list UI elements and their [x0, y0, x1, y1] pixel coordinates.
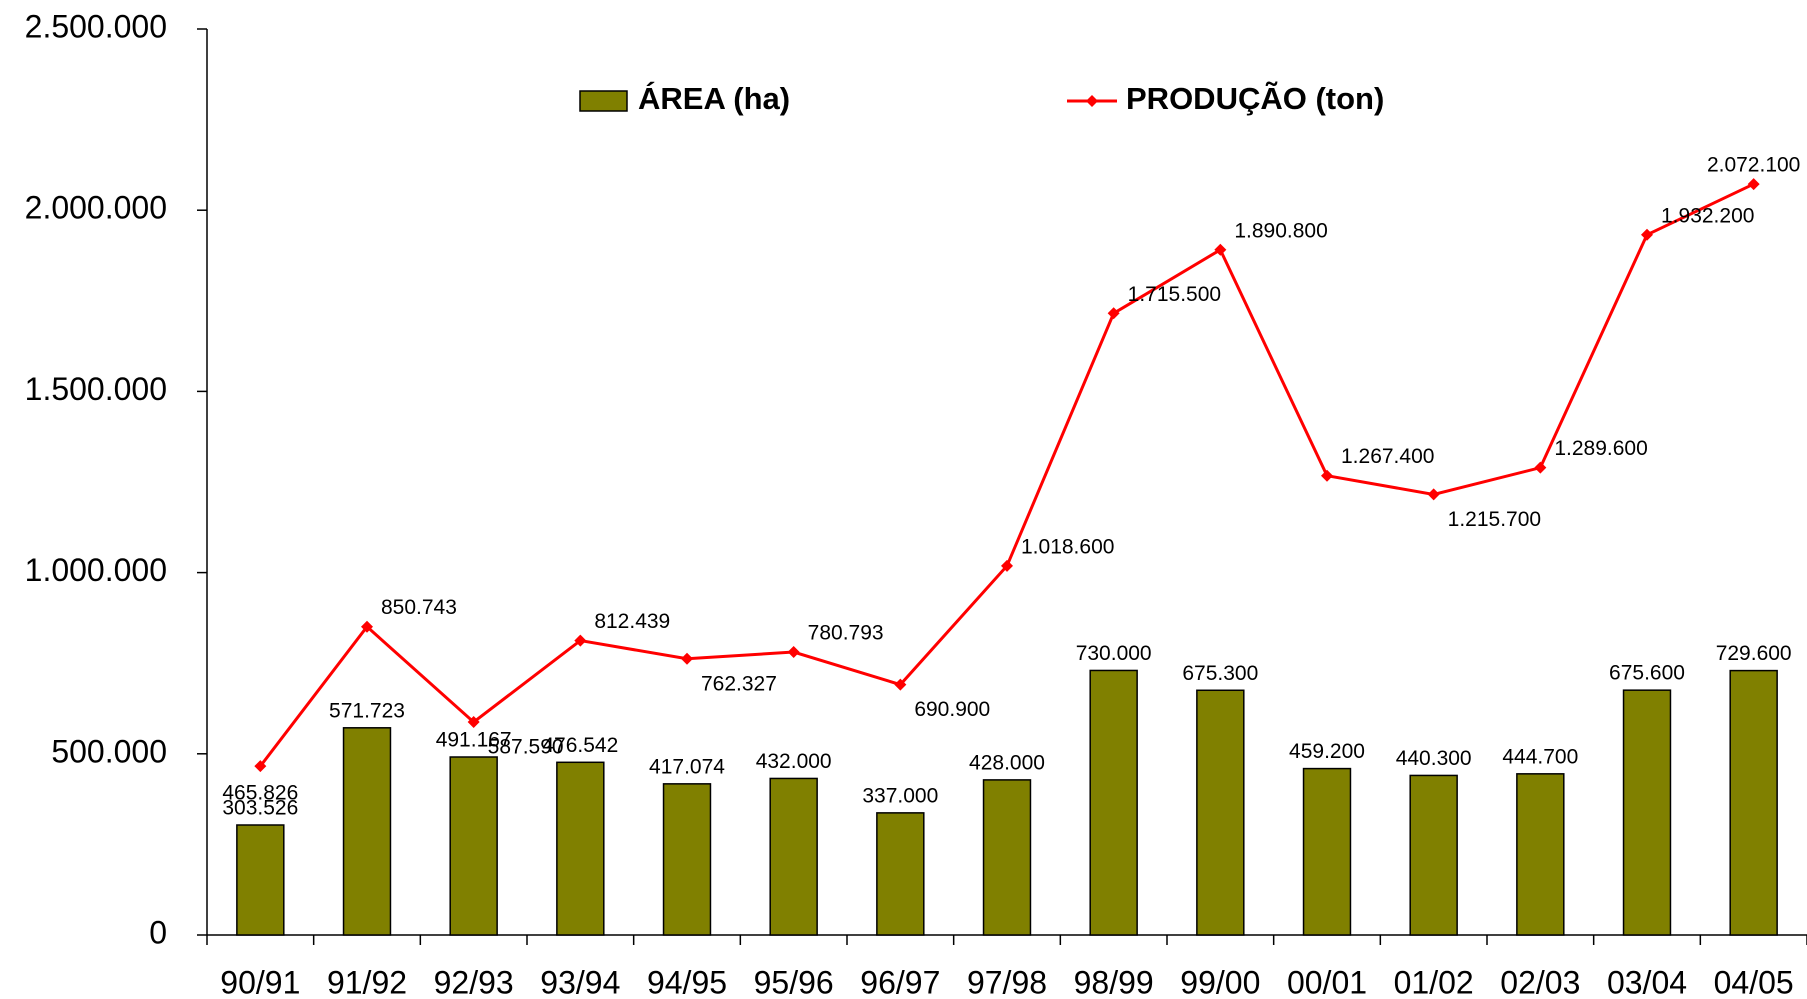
- marker: [894, 678, 907, 691]
- bar: [1516, 773, 1565, 936]
- y-tick-label: 0: [149, 914, 167, 950]
- marker: [361, 620, 373, 633]
- bar-value-label: 432.000: [756, 750, 832, 773]
- bar: [556, 761, 605, 936]
- bar-value-label: 491.167: [436, 729, 512, 752]
- x-tick-label: 96/97: [860, 964, 940, 999]
- bar-value-label: 417.074: [649, 755, 725, 778]
- line-value-label: 2.072.100: [1707, 154, 1800, 177]
- line-value-label: 1.018.600: [1021, 535, 1114, 558]
- bar: [1622, 689, 1672, 936]
- marker: [787, 646, 800, 659]
- marker: [681, 652, 693, 665]
- x-tick-label: 99/00: [1180, 964, 1260, 999]
- legend-label: PRODUÇÃO (ton): [1126, 81, 1384, 116]
- x-tick-label: 92/93: [434, 964, 514, 999]
- marker: [1001, 559, 1013, 572]
- x-tick-label: 98/99: [1074, 964, 1154, 999]
- y-tick-label: 2.500.000: [25, 8, 167, 44]
- line-value-label: 812.439: [594, 610, 670, 633]
- marker: [1321, 469, 1333, 482]
- marker: [574, 634, 587, 647]
- bar: [662, 783, 712, 936]
- legend-label: ÁREA (ha): [638, 81, 790, 116]
- y-tick-label: 500.000: [51, 733, 167, 769]
- bar-value-label: 571.723: [329, 699, 405, 722]
- marker: [1214, 243, 1227, 256]
- bar: [982, 779, 1032, 936]
- x-tick-label: 95/96: [754, 964, 834, 999]
- bar: [342, 727, 392, 936]
- bar: [236, 824, 285, 936]
- bar: [449, 756, 498, 936]
- y-tick-label: 1.000.000: [25, 552, 167, 588]
- legend-marker: [1086, 95, 1098, 107]
- line-value-label: 780.793: [808, 622, 884, 645]
- line-value-label: 762.327: [701, 672, 777, 695]
- bar: [769, 777, 818, 936]
- bar-value-label: 675.600: [1609, 662, 1685, 685]
- line-value-label: 465.826: [222, 782, 298, 805]
- line-value-label: 850.743: [381, 596, 457, 619]
- line-value-label: 1.267.400: [1341, 445, 1434, 468]
- bar-value-label: 729.600: [1716, 642, 1792, 665]
- x-tick-label: 03/04: [1607, 964, 1687, 999]
- x-tick-label: 90/91: [220, 964, 300, 999]
- line-value-label: 1.890.800: [1234, 219, 1327, 242]
- bar: [1196, 689, 1245, 936]
- bar-value-label: 730.000: [1076, 642, 1152, 665]
- line-value-label: 690.900: [914, 698, 990, 721]
- marker: [254, 760, 267, 773]
- bar: [876, 812, 925, 936]
- bar-value-label: 337.000: [862, 784, 938, 807]
- bar-value-label: 675.300: [1182, 662, 1258, 685]
- line-value-label: 1.289.600: [1554, 437, 1647, 460]
- bar: [1409, 774, 1458, 936]
- bar-value-label: 440.300: [1396, 747, 1472, 770]
- x-tick-label: 01/02: [1394, 964, 1474, 999]
- bar-value-label: 428.000: [969, 751, 1045, 774]
- bar-value-label: 444.700: [1502, 745, 1578, 768]
- line-value-label: 587.590: [488, 736, 564, 759]
- marker: [1427, 488, 1440, 501]
- line-value-label: 1.715.500: [1128, 283, 1221, 306]
- bar: [1729, 669, 1778, 936]
- x-tick-label: 02/03: [1500, 964, 1580, 999]
- x-tick-label: 04/05: [1714, 964, 1794, 999]
- x-tick-label: 94/95: [647, 964, 727, 999]
- line: [259, 182, 1755, 768]
- legend-swatch: [579, 90, 628, 112]
- bar-value-label: 303.526: [222, 797, 298, 820]
- x-tick-label: 93/94: [540, 964, 620, 999]
- marker: [1747, 178, 1760, 191]
- marker: [467, 716, 480, 729]
- line-value-label: 1.932.200: [1661, 204, 1754, 227]
- x-tick-label: 91/92: [327, 964, 407, 999]
- marker: [1641, 228, 1653, 241]
- bar: [1302, 767, 1352, 936]
- marker: [1534, 461, 1547, 474]
- bar-value-label: 459.200: [1289, 740, 1365, 763]
- bar-value-label: 476.542: [542, 734, 618, 757]
- line-value-label: 1.215.700: [1448, 508, 1541, 531]
- y-tick-label: 2.000.000: [25, 190, 167, 226]
- bar: [1089, 669, 1138, 936]
- marker: [1107, 307, 1120, 320]
- x-tick-label: 00/01: [1287, 964, 1367, 999]
- y-tick-label: 1.500.000: [25, 371, 167, 407]
- x-tick-label: 97/98: [967, 964, 1047, 999]
